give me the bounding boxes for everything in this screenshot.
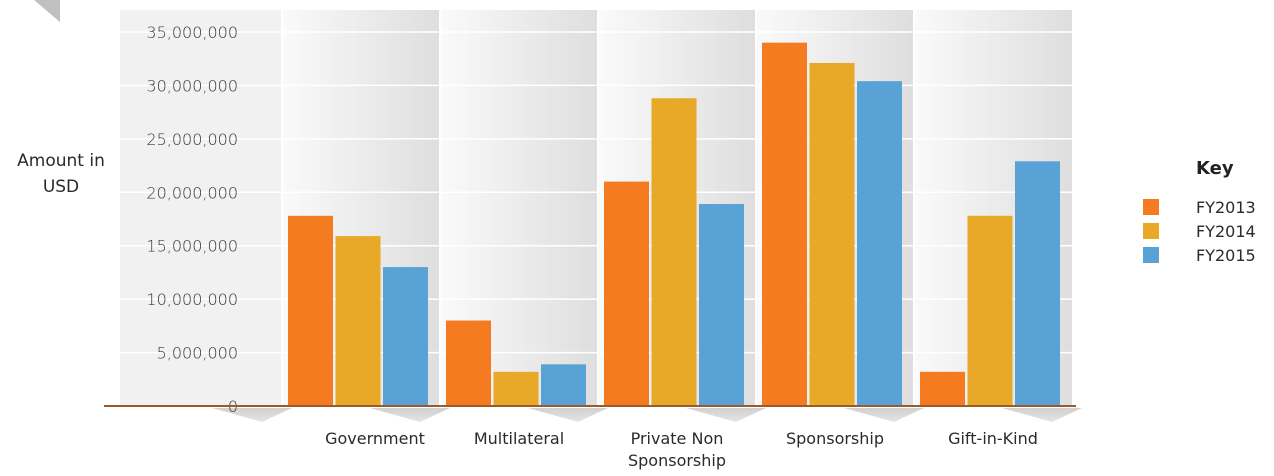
x-category-label: Multilateral — [474, 429, 564, 448]
bar-fy2013 — [604, 181, 649, 406]
x-category-label: Government — [325, 429, 425, 448]
perspective-corner — [34, 0, 60, 22]
y-tick-label: 15,000,000 — [146, 237, 238, 256]
bar-fy2014 — [651, 98, 697, 406]
bar-fy2014 — [967, 215, 1013, 406]
gridlines — [120, 31, 1076, 354]
y-tick-label: 10,000,000 — [146, 290, 238, 309]
legend-entry: FY2015 — [1196, 246, 1256, 265]
legend-swatch — [1143, 223, 1159, 239]
bar-fy2015 — [1015, 161, 1060, 406]
y-tick-label: 35,000,000 — [146, 23, 238, 42]
y-tick-label: 25,000,000 — [146, 130, 238, 149]
legend-entry: FY2013 — [1196, 198, 1256, 217]
legend-entry: FY2014 — [1196, 222, 1256, 241]
x-category-label: Private Non Sponsorship — [628, 429, 726, 470]
legend: Key FY2013 FY2014 FY2015 — [1143, 158, 1256, 265]
floor-perspective — [150, 408, 1082, 422]
bar-fy2013 — [446, 320, 491, 406]
legend-title: Key — [1196, 158, 1234, 179]
y-tick-label: 30,000,000 — [146, 76, 238, 95]
legend-swatch — [1143, 247, 1159, 263]
bar-fy2014 — [493, 371, 539, 406]
bar-fy2015 — [383, 267, 428, 406]
y-tick-label: 5,000,000 — [157, 344, 238, 363]
y-tick-label: 20,000,000 — [146, 183, 238, 202]
back-wall — [120, 10, 282, 406]
x-category-label: Gift-in-Kind — [948, 429, 1038, 448]
bar-fy2013 — [288, 215, 333, 406]
bar-fy2015 — [857, 81, 902, 406]
bar-fy2015 — [699, 204, 744, 406]
legend-swatch — [1143, 199, 1159, 215]
bar-fy2014 — [335, 236, 381, 406]
bar-fy2015 — [541, 364, 586, 406]
axes: 05,000,00010,000,00015,000,00020,000,000… — [17, 23, 1076, 470]
y-axis-label: Amount in USD — [17, 151, 105, 197]
bar-fy2013 — [920, 371, 965, 406]
bar-fy2013 — [762, 42, 807, 406]
bar-fy2014 — [809, 62, 855, 406]
x-category-label: Sponsorship — [786, 429, 884, 448]
bars — [288, 42, 1060, 406]
